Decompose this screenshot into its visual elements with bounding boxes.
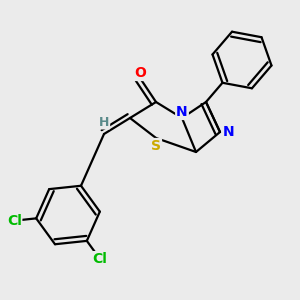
Text: N: N — [176, 105, 188, 119]
Text: N: N — [223, 125, 235, 139]
Text: O: O — [134, 66, 146, 80]
Text: Cl: Cl — [7, 214, 22, 228]
Text: Cl: Cl — [92, 252, 107, 266]
Text: H: H — [99, 116, 109, 128]
Text: S: S — [151, 139, 161, 153]
